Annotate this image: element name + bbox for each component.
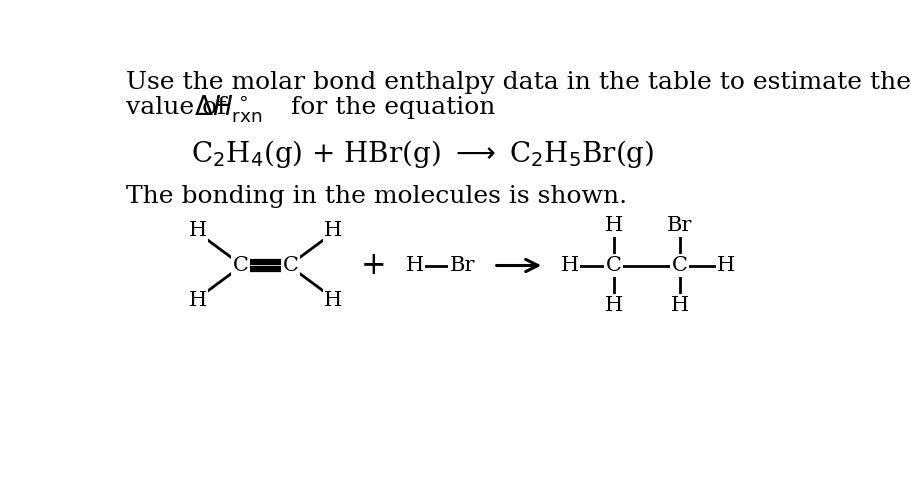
Text: H: H xyxy=(670,296,688,315)
Text: +: + xyxy=(361,250,386,281)
Text: value of: value of xyxy=(126,96,234,119)
Text: H: H xyxy=(560,256,578,275)
Text: H: H xyxy=(324,291,342,310)
Text: H: H xyxy=(604,216,622,235)
Text: C$_2$H$_4$(g) + HBr(g) $\longrightarrow$ C$_2$H$_5$Br(g): C$_2$H$_4$(g) + HBr(g) $\longrightarrow$… xyxy=(191,138,654,170)
Text: Br: Br xyxy=(666,216,691,235)
Text: H: H xyxy=(189,291,207,310)
Text: C: C xyxy=(232,256,248,275)
Text: H: H xyxy=(405,256,424,275)
Text: C: C xyxy=(671,256,687,275)
Text: H: H xyxy=(189,221,207,240)
Text: Br: Br xyxy=(449,256,475,275)
Text: Use the molar bond enthalpy data in the table to estimate the: Use the molar bond enthalpy data in the … xyxy=(126,72,909,95)
Text: $\mathit{\Delta H}^\circ_{\rm rxn}$: $\mathit{\Delta H}^\circ_{\rm rxn}$ xyxy=(194,94,262,125)
Text: The bonding in the molecules is shown.: The bonding in the molecules is shown. xyxy=(126,185,626,208)
Text: H: H xyxy=(604,296,622,315)
Text: for the equation: for the equation xyxy=(282,96,495,119)
Text: H: H xyxy=(324,221,342,240)
Text: H: H xyxy=(716,256,734,275)
Text: C: C xyxy=(605,256,621,275)
Text: C: C xyxy=(282,256,298,275)
